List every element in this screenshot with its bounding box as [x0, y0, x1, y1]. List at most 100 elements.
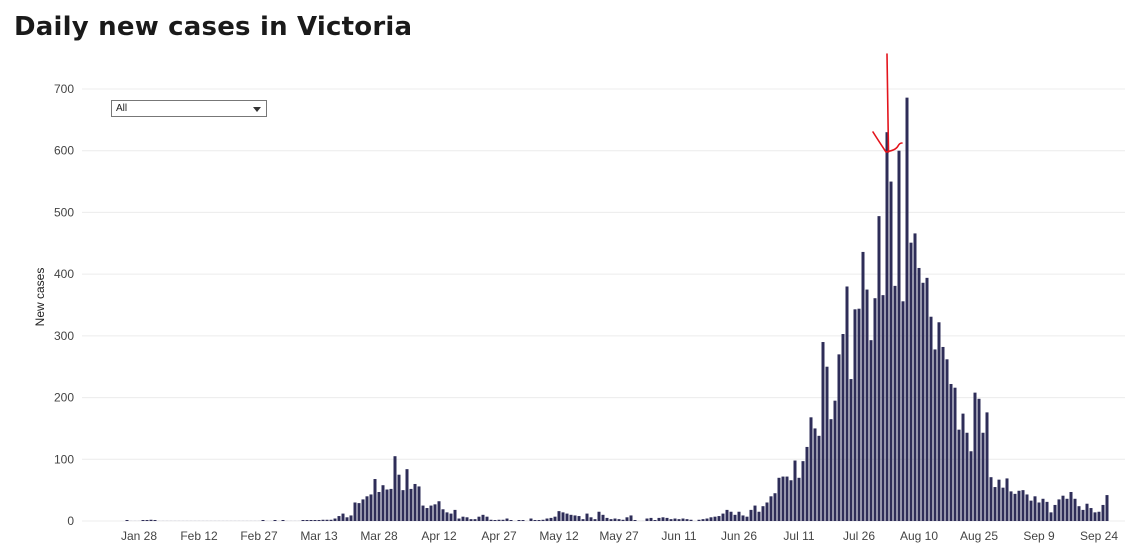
bar[interactable] — [589, 517, 593, 521]
bar[interactable] — [565, 513, 569, 521]
bar[interactable] — [1057, 499, 1061, 521]
bar[interactable] — [509, 520, 513, 521]
bar[interactable] — [433, 504, 437, 521]
bar[interactable] — [585, 513, 589, 521]
bar[interactable] — [501, 519, 505, 521]
bar[interactable] — [865, 289, 869, 521]
bar[interactable] — [333, 518, 337, 521]
bar[interactable] — [673, 518, 677, 521]
bar[interactable] — [637, 520, 641, 521]
bar[interactable] — [245, 520, 249, 521]
bar[interactable] — [257, 520, 261, 521]
bar[interactable] — [325, 519, 329, 521]
bar[interactable] — [861, 251, 865, 521]
bar[interactable] — [937, 322, 941, 521]
bar[interactable] — [757, 511, 761, 521]
bar[interactable] — [177, 520, 181, 521]
bar[interactable] — [849, 379, 853, 521]
bar[interactable] — [693, 520, 697, 521]
bar[interactable] — [793, 460, 797, 521]
bar[interactable] — [317, 520, 321, 521]
bar[interactable] — [1101, 504, 1105, 521]
bar[interactable] — [629, 515, 633, 521]
bar[interactable] — [145, 520, 149, 521]
bar[interactable] — [901, 301, 905, 521]
bar[interactable] — [1009, 491, 1013, 521]
bar[interactable] — [933, 349, 937, 521]
bar[interactable] — [633, 520, 637, 521]
bar[interactable] — [777, 477, 781, 521]
bar[interactable] — [753, 505, 757, 521]
bar[interactable] — [493, 520, 497, 521]
bar[interactable] — [497, 519, 501, 521]
bar[interactable] — [189, 520, 193, 521]
bar[interactable] — [941, 346, 945, 521]
bar[interactable] — [1045, 501, 1049, 521]
bar[interactable] — [737, 511, 741, 521]
bar[interactable] — [221, 520, 225, 521]
bar[interactable] — [989, 477, 993, 521]
bar[interactable] — [429, 505, 433, 521]
bar[interactable] — [385, 489, 389, 521]
bar[interactable] — [573, 515, 577, 521]
bar[interactable] — [1053, 504, 1057, 521]
bar[interactable] — [741, 515, 745, 521]
bar[interactable] — [653, 520, 657, 521]
bar[interactable] — [197, 520, 201, 521]
bar[interactable] — [665, 517, 669, 521]
bar[interactable] — [1021, 490, 1025, 521]
bar[interactable] — [377, 491, 381, 521]
bar[interactable] — [577, 516, 581, 521]
bar[interactable] — [605, 517, 609, 521]
bar[interactable] — [845, 286, 849, 521]
bar[interactable] — [885, 132, 889, 521]
bar[interactable] — [453, 509, 457, 521]
bar[interactable] — [181, 520, 185, 521]
bar[interactable] — [309, 520, 313, 521]
bar[interactable] — [133, 520, 137, 521]
bar[interactable] — [557, 511, 561, 521]
bar[interactable] — [481, 514, 485, 521]
bar[interactable] — [393, 456, 397, 521]
bar[interactable] — [261, 520, 265, 521]
bar[interactable] — [297, 520, 301, 521]
bar[interactable] — [569, 514, 573, 521]
bar[interactable] — [253, 520, 257, 521]
bar[interactable] — [541, 519, 545, 521]
bar[interactable] — [161, 520, 165, 521]
bar[interactable] — [609, 519, 613, 521]
bar[interactable] — [949, 383, 953, 521]
bar[interactable] — [953, 387, 957, 521]
bar[interactable] — [681, 518, 685, 521]
bar[interactable] — [157, 520, 161, 521]
bar[interactable] — [621, 519, 625, 521]
bar[interactable] — [773, 493, 777, 521]
bar[interactable] — [749, 509, 753, 521]
bar[interactable] — [449, 513, 453, 521]
bar[interactable] — [405, 469, 409, 521]
bar[interactable] — [709, 517, 713, 521]
bar[interactable] — [401, 490, 405, 521]
bar[interactable] — [705, 518, 709, 521]
bar[interactable] — [713, 516, 717, 521]
bar[interactable] — [1073, 498, 1077, 521]
bar[interactable] — [809, 417, 813, 521]
bar[interactable] — [445, 512, 449, 521]
bar[interactable] — [917, 267, 921, 521]
bar[interactable] — [281, 520, 285, 521]
bar[interactable] — [1093, 512, 1097, 521]
bar[interactable] — [437, 501, 441, 521]
bar[interactable] — [1081, 509, 1085, 521]
bar[interactable] — [761, 506, 765, 521]
bar[interactable] — [817, 435, 821, 521]
bar[interactable] — [457, 518, 461, 521]
bar[interactable] — [345, 517, 349, 521]
bar[interactable] — [701, 519, 705, 521]
bar[interactable] — [341, 513, 345, 521]
bar[interactable] — [893, 285, 897, 521]
bar[interactable] — [921, 282, 925, 521]
bar[interactable] — [349, 515, 353, 521]
bar[interactable] — [837, 354, 841, 521]
bar[interactable] — [617, 519, 621, 521]
bar[interactable] — [1029, 500, 1033, 521]
